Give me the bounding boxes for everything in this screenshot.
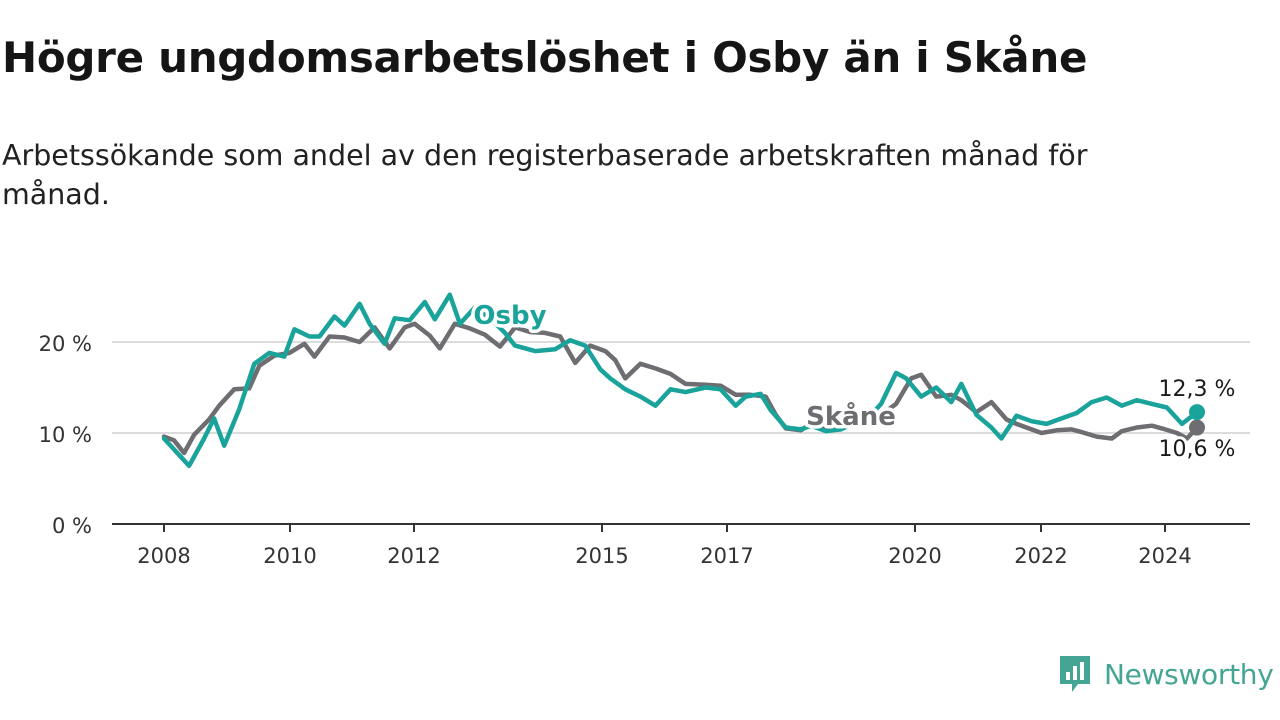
brand-name: Newsworthy xyxy=(1104,657,1274,691)
x-tick-label: 2010 xyxy=(263,544,316,568)
x-tick-label: 2024 xyxy=(1138,544,1191,568)
brand: Newsworthy xyxy=(1058,654,1274,694)
end-value-label-skane: 10,6 % xyxy=(1159,437,1236,462)
x-tick-label: 2022 xyxy=(1014,544,1067,568)
y-tick-label: 10 % xyxy=(39,423,92,447)
series-label-osby-halo: Osby xyxy=(473,301,546,331)
x-tick-label: 2012 xyxy=(387,544,440,568)
series-label-skane-halo: Skåne xyxy=(806,400,896,432)
series-label-skane: Skåne xyxy=(806,400,896,432)
x-tick-label: 2008 xyxy=(137,544,190,568)
series-label-osby: Osby xyxy=(473,301,546,331)
series-endpoint-osby xyxy=(1189,404,1205,421)
x-tick-label: 2020 xyxy=(888,544,941,568)
end-value-label-osby: 12,3 % xyxy=(1159,377,1236,402)
chart-subtitle: Arbetssökande som andel av den registerb… xyxy=(2,139,1088,211)
newsworthy-logo-icon xyxy=(1060,656,1090,692)
x-tick-label: 2015 xyxy=(575,544,628,568)
y-tick-label: 20 % xyxy=(39,332,92,356)
x-tick-label: 2017 xyxy=(700,544,753,568)
series-line-skane xyxy=(161,321,1200,456)
end-value-label-skane-halo: 10,6 % xyxy=(1159,437,1236,462)
series-line-osby xyxy=(161,292,1200,469)
series-endpoint-skane xyxy=(1189,419,1205,436)
chart-title: Högre ungdomsarbetslöshet i Osby än i Sk… xyxy=(2,33,1088,82)
end-value-label-osby-halo: 12,3 % xyxy=(1159,377,1236,402)
y-tick-label: 0 % xyxy=(52,514,92,538)
